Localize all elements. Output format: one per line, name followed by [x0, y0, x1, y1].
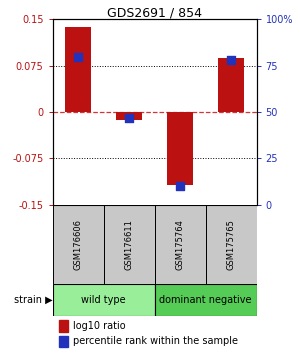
- Text: wild type: wild type: [81, 295, 126, 305]
- Text: log10 ratio: log10 ratio: [73, 321, 125, 331]
- Bar: [154, 205, 206, 284]
- Text: strain ▶: strain ▶: [14, 295, 52, 305]
- Text: GSM176611: GSM176611: [124, 219, 134, 270]
- Bar: [52, 205, 104, 284]
- Text: percentile rank within the sample: percentile rank within the sample: [73, 336, 238, 346]
- Bar: [52, 284, 154, 316]
- Text: GSM175765: GSM175765: [226, 219, 236, 270]
- Text: dominant negative: dominant negative: [159, 295, 252, 305]
- Point: [178, 183, 182, 189]
- Bar: [167, 112, 193, 185]
- Bar: [103, 205, 154, 284]
- Bar: [206, 205, 256, 284]
- Bar: [58, 320, 68, 332]
- Bar: [218, 58, 244, 112]
- Bar: [116, 112, 142, 120]
- Title: GDS2691 / 854: GDS2691 / 854: [107, 6, 202, 19]
- Bar: [58, 336, 68, 347]
- Point: [229, 57, 233, 63]
- Point: [76, 54, 80, 59]
- Bar: [65, 27, 91, 112]
- Bar: [154, 284, 256, 316]
- Point: [127, 115, 131, 121]
- Text: GSM176606: GSM176606: [74, 219, 82, 270]
- Text: GSM175764: GSM175764: [176, 219, 184, 270]
